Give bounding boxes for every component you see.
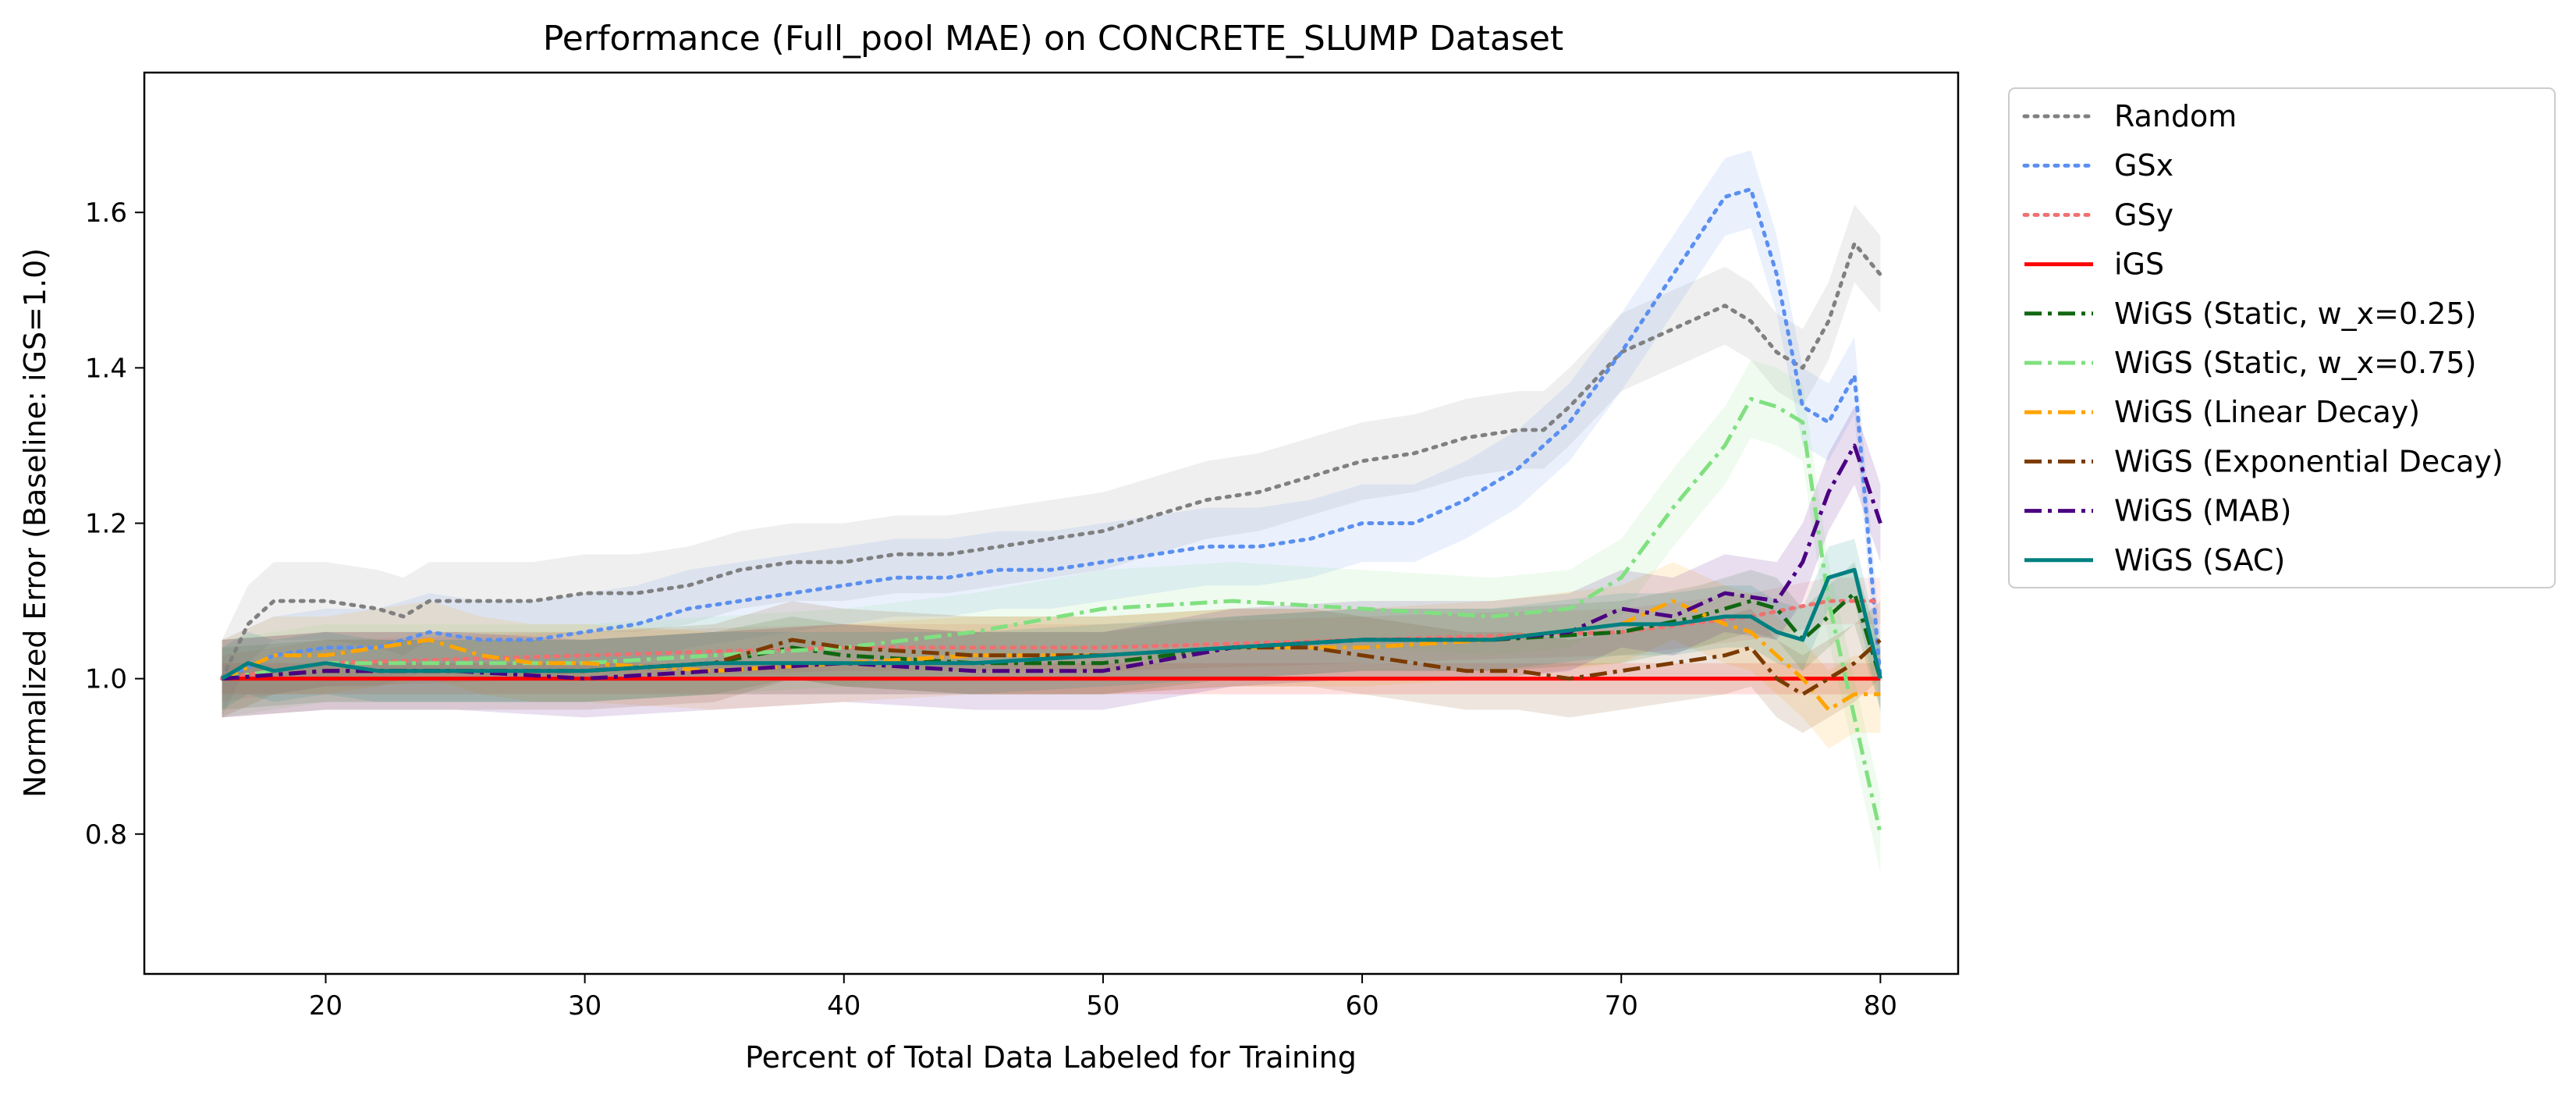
legend-label-wigs-sac: WiGS (SAC) xyxy=(2114,543,2285,577)
series-lines xyxy=(220,187,1882,835)
x-tick-label: 70 xyxy=(1605,990,1638,1022)
chart-title: Performance (Full_pool MAE) on CONCRETE_… xyxy=(543,19,1563,59)
y-tick-label: 1.2 xyxy=(85,509,127,540)
legend: Random GSx GSy iGS WiGS (Static, w_x=0.25) Wi… xyxy=(2008,87,2556,588)
y-tick-label: 1.6 xyxy=(85,197,127,229)
series-line-wigs-sac xyxy=(221,567,1882,680)
x-tick-label: 60 xyxy=(1345,990,1378,1022)
band-wigs-static-w-x-0-75 xyxy=(222,360,1881,873)
legend-label-wigs-exponential-decay: WiGS (Exponential Decay) xyxy=(2114,444,2503,478)
legend-label-gsx: GSx xyxy=(2114,148,2173,183)
legend-label-gsy: GSy xyxy=(2114,197,2173,232)
legend-label-wigs-static-w-x-0-75: WiGS (Static, w_x=0.75) xyxy=(2114,346,2476,380)
series-line-random xyxy=(220,241,1882,681)
series-line-wigs-exponential-decay xyxy=(222,638,1882,697)
x-tick-label: 30 xyxy=(568,990,601,1022)
legend-label-wigs-linear-decay: WiGS (Linear Decay) xyxy=(2114,395,2420,429)
legend-label-wigs-static-w-x-0-25: WiGS (Static, w_x=0.25) xyxy=(2114,297,2476,331)
x-axis: 20 30 40 50 60 70 80 xyxy=(309,974,1897,1022)
y-axis: 0.8 1.0 1.2 1.4 1.6 xyxy=(85,197,144,851)
band-random xyxy=(222,204,1881,718)
y-tick-label: 1.0 xyxy=(85,664,127,695)
y-tick-label: 1.4 xyxy=(85,353,127,384)
legend-label-random: Random xyxy=(2114,99,2237,133)
legend-label-igs: iGS xyxy=(2114,247,2164,282)
series-line-gsy xyxy=(220,599,1882,681)
y-tick-label: 0.8 xyxy=(85,819,127,851)
x-tick-label: 20 xyxy=(309,990,342,1022)
x-tick-label: 80 xyxy=(1864,990,1897,1022)
band-wigs-static-w-x-0-25 xyxy=(222,562,1881,710)
band-wigs-exponential-decay xyxy=(222,601,1881,734)
series-line-wigs-static-w-x-0-75 xyxy=(222,396,1882,835)
band-gsy xyxy=(222,577,1881,702)
x-axis-title: Percent of Total Data Labeled for Traini… xyxy=(745,1040,1357,1075)
series-line-gsx xyxy=(220,187,1882,681)
legend-box xyxy=(2008,87,2556,588)
confidence-bands xyxy=(222,150,1881,873)
x-tick-label: 50 xyxy=(1086,990,1119,1022)
legend-label-wigs-mab: WiGS (MAB) xyxy=(2114,494,2291,528)
x-tick-label: 40 xyxy=(827,990,860,1022)
y-axis-title: Normalized Error (Baseline: iGS=1.0) xyxy=(18,248,52,798)
